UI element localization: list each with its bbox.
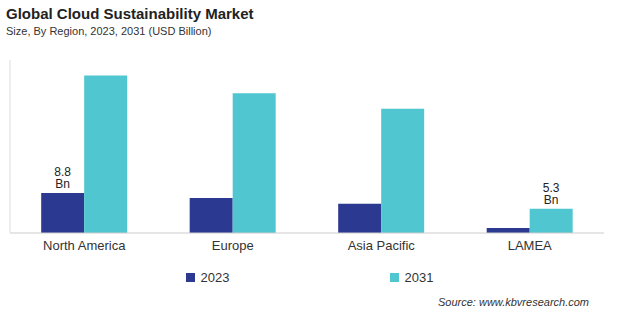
html-text:Source: www.kbvresearch.com: Source: www.kbvresearch.com: [438, 296, 589, 308]
html-text:Size, By Region, 2023, 2031 (U: Size, By Region, 2023, 2031 (USD Billion…: [6, 25, 212, 37]
svg-text:Asia Pacific: Asia Pacific: [348, 238, 416, 253]
html-text:2031: 2031: [404, 270, 434, 285]
svg-text:5.3Bn: 5.3Bn: [543, 181, 560, 207]
svg-text:Europe: Europe: [212, 238, 254, 253]
svg-text:North America: North America: [43, 238, 126, 253]
html-text:2023: 2023: [200, 270, 230, 285]
svg-text:8.8Bn: 8.8Bn: [54, 165, 71, 191]
html-text:Global Cloud Sustainability Ma: Global Cloud Sustainability Market: [6, 5, 254, 22]
svg-text:LAMEA: LAMEA: [508, 238, 552, 253]
